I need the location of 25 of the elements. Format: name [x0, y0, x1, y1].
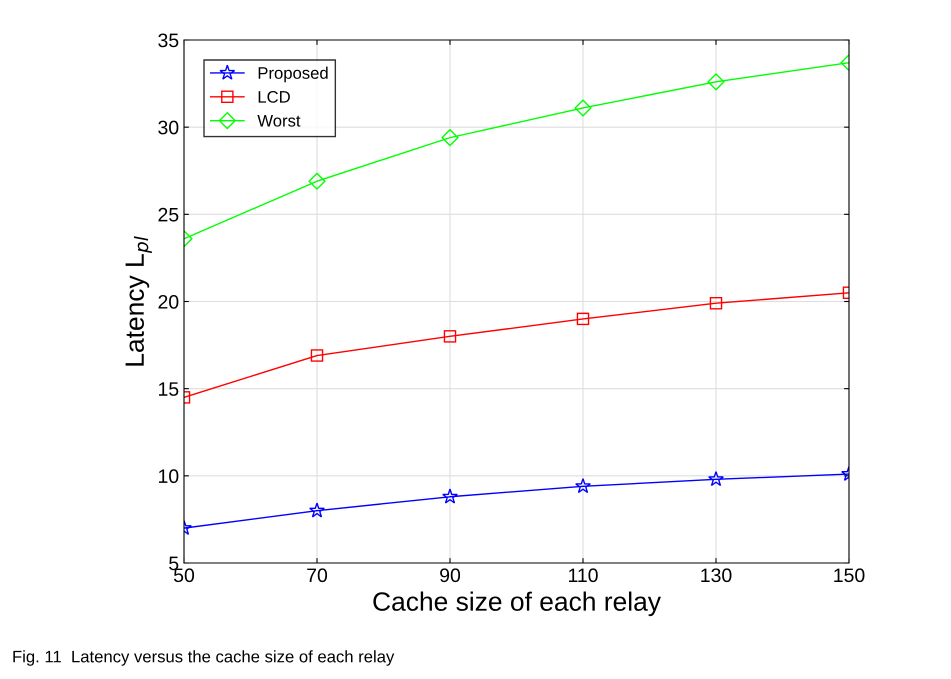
legend-label: LCD [258, 90, 290, 103]
y-tick-label: 5 [169, 556, 178, 570]
y-tick-label: 35 [158, 33, 178, 48]
x-tick-label: 150 [834, 568, 864, 582]
caption: Fig. 11 Latency versus the cache size of each relay [13, 650, 394, 666]
point [576, 312, 590, 326]
x-tick-label: 130 [701, 568, 732, 582]
y-tick-label: 20 [158, 294, 178, 309]
legend-label: Proposed [258, 66, 328, 82]
x-tick-label: 90 [440, 568, 460, 582]
x-tick-label: 70 [307, 568, 328, 582]
y-tick-label: 15 [158, 382, 178, 396]
point [441, 129, 459, 146]
y-tick-label: 30 [158, 120, 178, 134]
point [575, 478, 591, 494]
point [574, 99, 592, 117]
point [444, 330, 456, 343]
x-tick-label: 110 [568, 568, 598, 582]
legend-label: Worst [257, 115, 300, 127]
y-tick-label: 25 [158, 208, 178, 222]
y-axis-title: Latency L$_{pl}$ [126, 236, 152, 366]
point [442, 488, 458, 504]
y-tick-label: 10 [158, 469, 178, 484]
x-tick-label: 50 [174, 568, 194, 582]
x-axis-title: Cache size of each relay [373, 592, 661, 616]
